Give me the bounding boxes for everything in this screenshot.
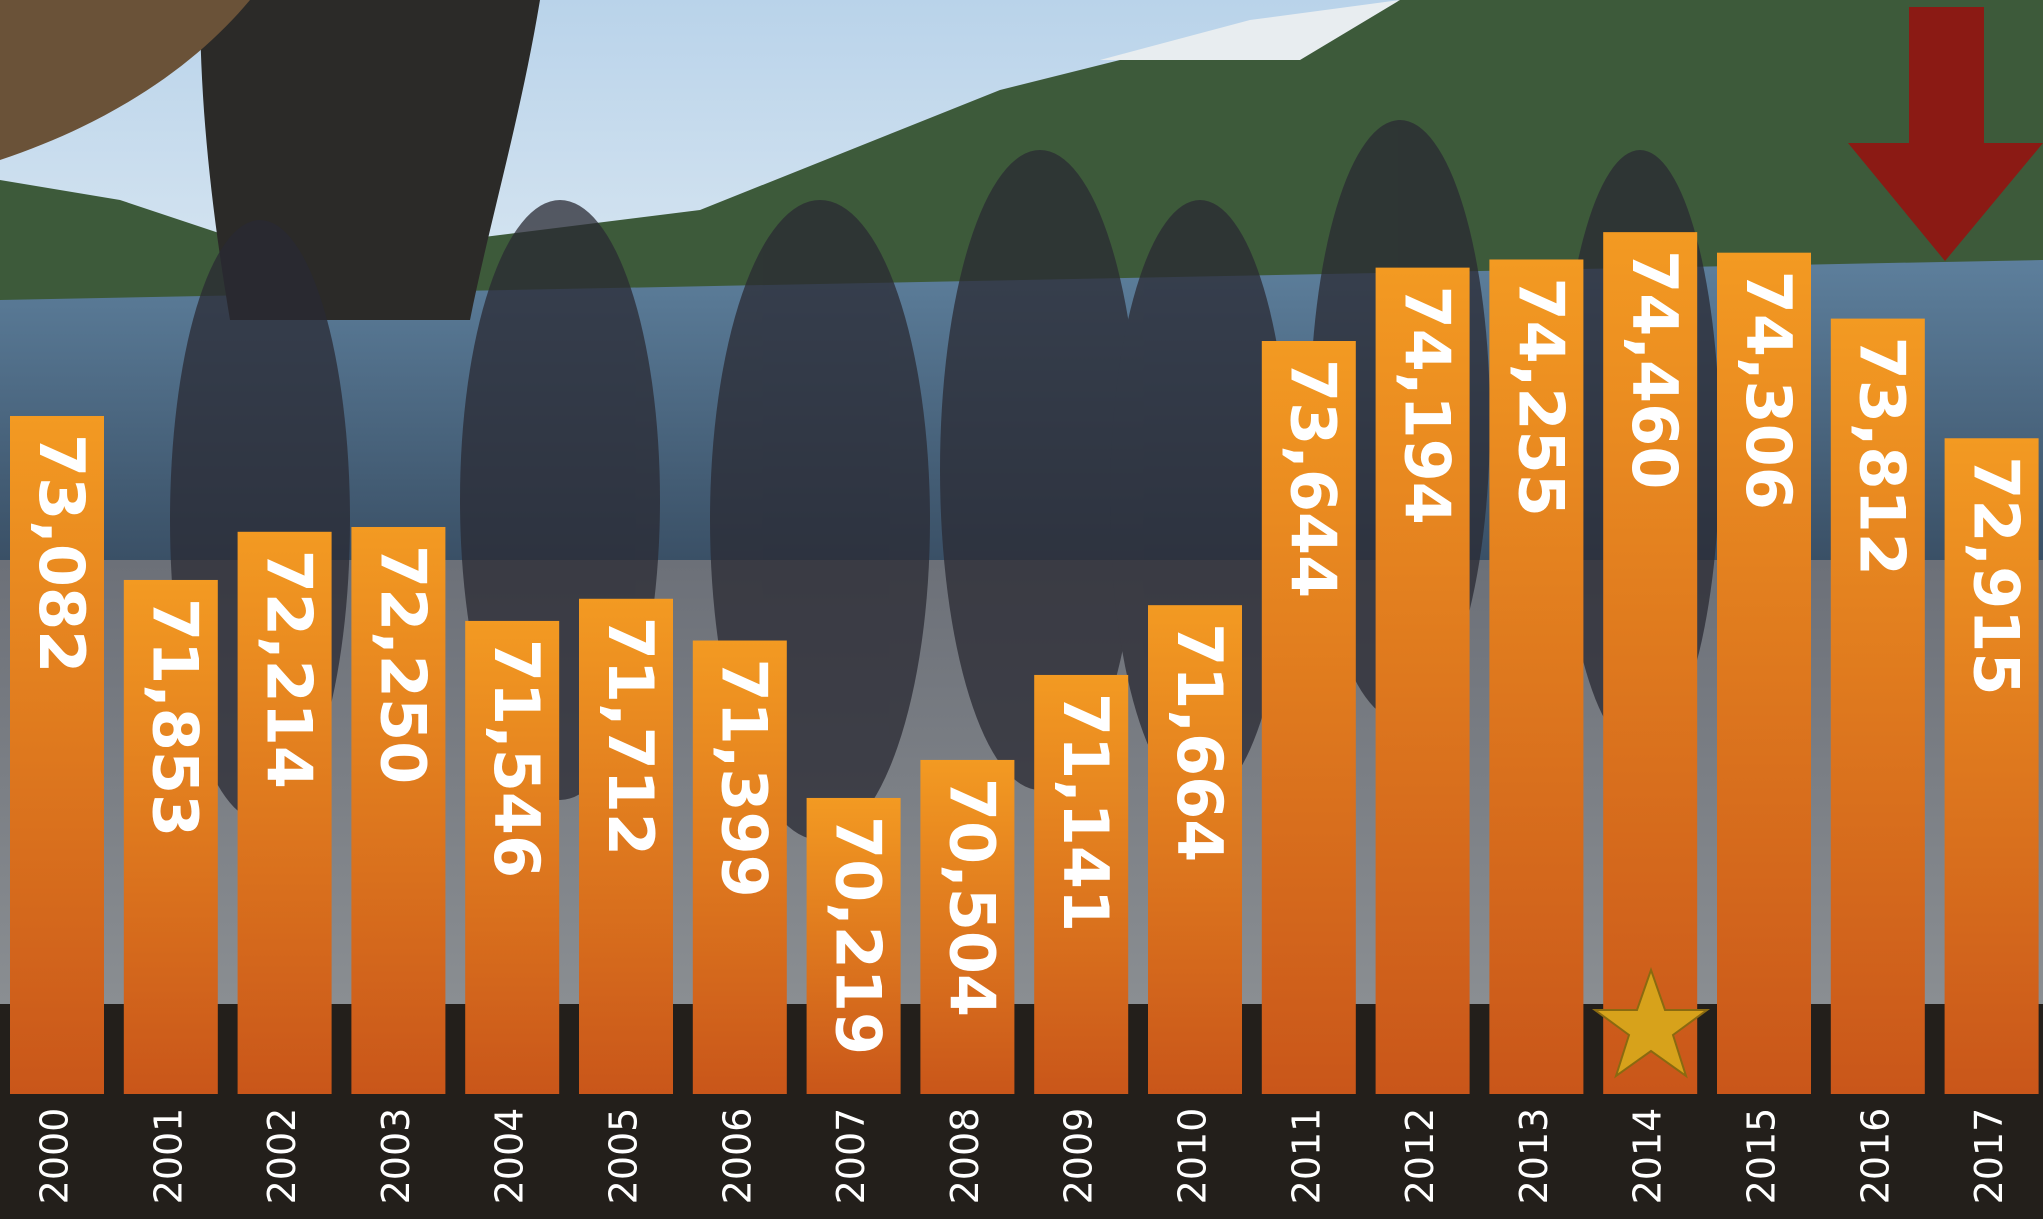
x-tick-label: 2014 — [1626, 1108, 1670, 1205]
chart: 73,082 2000 71,853 2001 72,214 2002 72,250 2003… — [0, 0, 2043, 1219]
x-tick-label: 2002 — [260, 1108, 304, 1205]
value-label: 70,504 — [935, 778, 1008, 1017]
value-label: 71,664 — [1163, 623, 1236, 862]
x-tick-label: 2005 — [602, 1108, 646, 1205]
x-tick-label: 2003 — [374, 1108, 418, 1205]
x-tick-label: 2007 — [829, 1108, 873, 1205]
x-tick-label: 2006 — [715, 1108, 759, 1205]
x-tick-label: 2015 — [1740, 1108, 1784, 1205]
x-tick-label: 2011 — [1284, 1108, 1328, 1205]
value-label: 74,194 — [1391, 286, 1464, 525]
value-label: 72,915 — [1960, 456, 2033, 695]
value-label: 74,460 — [1618, 250, 1691, 489]
x-tick-label: 2016 — [1853, 1108, 1897, 1205]
value-label: 73,812 — [1846, 337, 1919, 576]
x-tick-label: 2013 — [1512, 1108, 1556, 1205]
value-label: 71,399 — [708, 659, 781, 898]
x-tick-label: 2001 — [146, 1108, 190, 1205]
x-tick-label: 2017 — [1967, 1108, 2011, 1205]
value-label: 72,250 — [366, 545, 439, 784]
x-tick-label: 2000 — [33, 1108, 77, 1205]
x-tick-label: 2012 — [1398, 1108, 1442, 1205]
value-label: 74,255 — [1504, 277, 1577, 516]
value-label: 70,219 — [822, 816, 895, 1055]
x-tick-label: 2009 — [1057, 1108, 1101, 1205]
x-tick-label: 2008 — [943, 1108, 987, 1205]
x-tick-label: 2010 — [1171, 1108, 1215, 1205]
value-label: 73,082 — [25, 434, 98, 673]
value-label: 71,141 — [1049, 693, 1122, 932]
value-label: 73,644 — [1277, 359, 1350, 598]
value-label: 71,546 — [480, 639, 553, 878]
value-label: 71,712 — [594, 617, 667, 856]
x-tick-label: 2004 — [488, 1108, 532, 1205]
value-label: 71,853 — [139, 598, 212, 837]
value-label: 72,214 — [253, 550, 326, 789]
value-label: 74,306 — [1732, 271, 1805, 510]
